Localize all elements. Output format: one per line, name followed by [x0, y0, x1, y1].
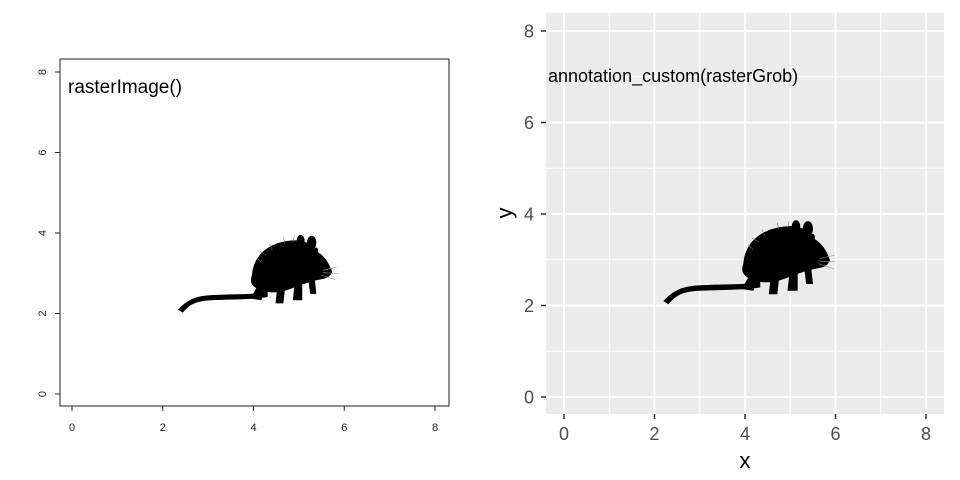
- annotation-label: annotation_custom(rasterGrob): [548, 66, 798, 87]
- y-tick-label: 8: [37, 69, 49, 75]
- x-axis: 0 2 4 6 8: [69, 406, 438, 434]
- y-axis: 0 2 4 6 8: [37, 69, 60, 397]
- y-tick-label: 6: [524, 113, 534, 133]
- x-tick-label: 4: [740, 424, 750, 444]
- x-tick-label: 6: [341, 422, 347, 434]
- y-axis-title: y: [492, 208, 517, 219]
- x-tick-label: 4: [250, 422, 256, 434]
- y-tick-label: 4: [524, 204, 534, 224]
- x-tick-label: 2: [160, 422, 166, 434]
- gridlines: [546, 13, 944, 414]
- x-tick-label: 6: [830, 424, 840, 444]
- y-tick-label: 2: [37, 310, 49, 316]
- y-tick-label: 8: [524, 21, 534, 41]
- y-axis: 0 2 4 6 8: [524, 21, 546, 407]
- ggplot-panel: annotation_custom(rasterGrob) 0 2 4 6 8 0 2 4 6…: [492, 13, 944, 473]
- y-tick-label: 0: [524, 387, 534, 407]
- x-axis-title: x: [740, 448, 751, 473]
- x-axis: 0 2 4 6 8: [559, 414, 931, 444]
- plot-frame: [59, 58, 450, 407]
- y-tick-label: 0: [37, 391, 49, 397]
- y-tick-label: 6: [37, 149, 49, 155]
- y-tick-label: 2: [524, 296, 534, 316]
- annotation-label: rasterImage(): [68, 77, 182, 98]
- x-tick-label: 0: [559, 424, 569, 444]
- y-tick-label: 4: [37, 230, 49, 236]
- x-tick-label: 2: [649, 424, 659, 444]
- x-tick-label: 0: [69, 422, 75, 434]
- base-graphics-panel: 0 2 4 6 8 0 2 4 6 8 rasterImage(): [37, 58, 450, 434]
- x-tick-label: 8: [432, 422, 438, 434]
- x-tick-label: 8: [921, 424, 931, 444]
